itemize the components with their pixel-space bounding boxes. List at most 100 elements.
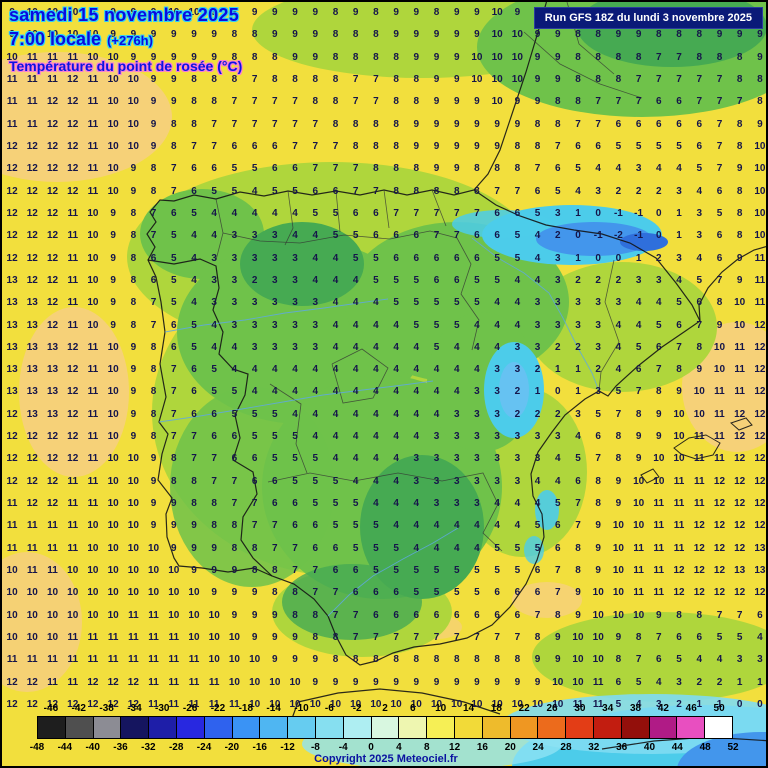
grid-value: 7 — [272, 520, 278, 532]
grid-value: 3 — [676, 252, 682, 264]
grid-value: 4 — [352, 319, 359, 331]
scale-tick-label: 32 — [588, 742, 600, 753]
grid-value: 3 — [534, 453, 541, 465]
grid-value: 4 — [555, 475, 561, 487]
grid-value: 10 — [350, 698, 362, 710]
grid-value: 9 — [413, 51, 420, 63]
grid-value: 10 — [87, 29, 99, 41]
grid-value: 10 — [87, 274, 99, 286]
grid-value: 7 — [716, 96, 723, 108]
grid-value: 12 — [6, 230, 18, 242]
grid-value: 10 — [127, 475, 139, 487]
grid-value: 6 — [453, 252, 460, 264]
grid-value: 12 — [754, 341, 766, 353]
grid-value: 4 — [413, 386, 420, 398]
forecast-offset: (+276h) — [107, 33, 153, 48]
grid-value: 10 — [269, 698, 281, 710]
grid-value: 6 — [656, 118, 662, 130]
grid-value: 12 — [46, 319, 59, 331]
grid-value: 9 — [9, 29, 15, 41]
grid-value: 5 — [494, 252, 500, 264]
grid-value: 10 — [87, 520, 99, 532]
grid-value: 9 — [453, 51, 460, 63]
grid-value: 13 — [6, 297, 18, 309]
grid-value: 12 — [734, 520, 746, 532]
grid-value: 9 — [575, 609, 581, 621]
grid-value: 6 — [393, 587, 399, 599]
grid-value: 11 — [754, 297, 766, 309]
grid-value: 5 — [494, 564, 500, 576]
grid-value: 12 — [46, 141, 59, 153]
grid-value: 9 — [595, 564, 601, 576]
grid-value: 6 — [393, 230, 399, 242]
grid-value: 6 — [514, 609, 521, 621]
scale-tick-label: 22 — [518, 703, 530, 714]
grid-value: 9 — [150, 96, 157, 108]
grid-value: 9 — [211, 542, 217, 554]
grid-value: 9 — [514, 118, 521, 130]
scale-tick-label: -38 — [99, 703, 114, 714]
grid-value: 10 — [208, 631, 220, 643]
scale-tick-label: -18 — [238, 703, 254, 714]
grid-value: 12 — [67, 141, 79, 153]
grid-value: 7 — [292, 542, 298, 554]
grid-value: 11 — [714, 408, 725, 420]
grid-value: 7 — [696, 96, 703, 108]
grid-value: 3 — [433, 475, 440, 487]
scale-tick-label: -40 — [85, 742, 100, 753]
grid-value: 13 — [6, 274, 18, 286]
grid-value: 8 — [251, 51, 258, 63]
grid-value: 9 — [150, 29, 157, 41]
grid-value: 3 — [494, 431, 500, 443]
grid-value: 9 — [555, 631, 561, 643]
grid-value: 4 — [352, 274, 359, 286]
grid-value: 8 — [332, 118, 339, 130]
scale-tick-label: 24 — [532, 742, 544, 753]
grid-value: 9 — [292, 631, 298, 643]
grid-value: 5 — [474, 297, 480, 309]
grid-value: 5 — [595, 408, 601, 420]
grid-value: 11 — [27, 74, 38, 86]
grid-value: 0 — [656, 230, 662, 242]
grid-value: 4 — [332, 386, 339, 398]
grid-value: 5 — [656, 141, 662, 153]
grid-value: 3 — [474, 408, 480, 420]
grid-value: 8 — [494, 654, 500, 666]
grid-value: 7 — [433, 230, 440, 242]
grid-value: 5 — [494, 542, 500, 554]
grid-value: 6 — [433, 252, 440, 264]
grid-value: 8 — [292, 587, 298, 599]
parameter-title: Température du point de rosée (°C) — [9, 58, 243, 74]
grid-value: 10 — [592, 654, 604, 666]
grid-value: 6 — [211, 408, 217, 420]
grid-value: 5 — [433, 587, 440, 599]
grid-value: 5 — [514, 252, 521, 264]
grid-value: 7 — [716, 163, 723, 175]
grid-value: 10 — [26, 587, 38, 599]
grid-value: 9 — [393, 7, 399, 19]
grid-value: 6 — [150, 274, 157, 286]
color-scale-bar — [37, 716, 733, 739]
grid-value: 12 — [46, 96, 59, 108]
grid-value: 6 — [494, 230, 500, 242]
grid-value: 6 — [211, 431, 217, 443]
grid-value: 11 — [87, 408, 99, 420]
grid-value: 9 — [272, 7, 278, 19]
grid-value: 10 — [592, 587, 604, 599]
grid-value: 9 — [474, 96, 480, 108]
grid-value: 5 — [332, 520, 339, 532]
grid-value: 10 — [87, 252, 99, 264]
grid-value: 10 — [127, 542, 139, 554]
grid-value: 11 — [6, 118, 18, 130]
grid-value: -1 — [634, 230, 644, 242]
grid-value: 11 — [87, 431, 99, 443]
grid-value: 6 — [272, 141, 278, 153]
grid-value: 10 — [713, 341, 726, 353]
grid-value: 9 — [474, 141, 480, 153]
grid-value: 7 — [656, 51, 662, 63]
grid-value: 10 — [592, 609, 604, 621]
grid-value: 9 — [292, 51, 298, 63]
grid-value: 8 — [736, 118, 743, 130]
grid-value: 11 — [67, 520, 79, 532]
